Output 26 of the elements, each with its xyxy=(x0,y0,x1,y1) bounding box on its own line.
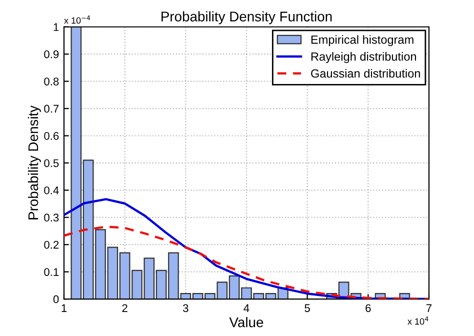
x-tick-label: 7 xyxy=(426,304,432,312)
legend-label: Empirical histogram xyxy=(311,35,414,46)
y-tick-label: 0.1 xyxy=(44,268,59,276)
text: x 10$^{4}$ xyxy=(408,316,428,325)
legend-label: Gaussian distribution xyxy=(311,68,420,78)
y-tick-label: 0.5 xyxy=(44,159,59,168)
y-tick-label: 0.8 xyxy=(44,78,59,86)
x-tick-label: 3 xyxy=(182,304,188,312)
x-axis-title: Value xyxy=(229,317,264,328)
x-tick-label: 4 xyxy=(244,304,250,312)
legend-label: Rayleigh distribution xyxy=(311,52,416,64)
y-axis-title: Probability Density xyxy=(28,105,41,220)
chart-title: Probability Density Function xyxy=(162,11,332,24)
y-tick-label: 0.4 xyxy=(44,186,59,194)
y-tick-label: 0.7 xyxy=(44,104,59,113)
y-tick-label: 0.2 xyxy=(44,240,59,249)
y-tick-label: 0 xyxy=(53,295,59,304)
x-tick-label: 6 xyxy=(366,304,371,312)
y-tick-label: 0.9 xyxy=(44,50,59,58)
x-tick-label: 1 xyxy=(62,304,67,312)
x-tick-label: 5 xyxy=(304,304,310,312)
text: x 10$^{−4}$ xyxy=(64,16,90,24)
y-tick-label: 1 xyxy=(54,23,59,31)
y-tick-label: 0.3 xyxy=(44,214,59,222)
x-tick-label: 2 xyxy=(122,304,128,312)
y-tick-label: 0.6 xyxy=(44,132,59,140)
